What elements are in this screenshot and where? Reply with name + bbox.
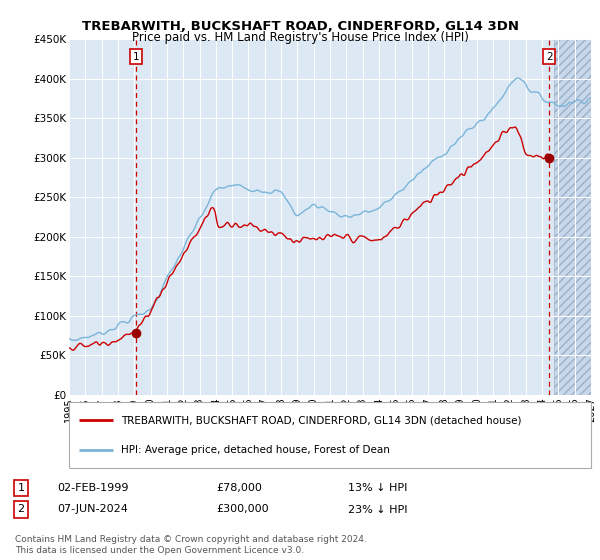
Text: 07-JUN-2024: 07-JUN-2024 (57, 505, 128, 515)
Text: £78,000: £78,000 (216, 483, 262, 493)
Text: £300,000: £300,000 (216, 505, 269, 515)
Text: TREBARWITH, BUCKSHAFT ROAD, CINDERFORD, GL14 3DN: TREBARWITH, BUCKSHAFT ROAD, CINDERFORD, … (82, 20, 518, 32)
Text: Price paid vs. HM Land Registry's House Price Index (HPI): Price paid vs. HM Land Registry's House … (131, 31, 469, 44)
FancyBboxPatch shape (69, 402, 591, 468)
Text: HPI: Average price, detached house, Forest of Dean: HPI: Average price, detached house, Fore… (121, 445, 390, 455)
Text: 2: 2 (546, 52, 553, 62)
Bar (554, 39, 591, 395)
Text: Contains HM Land Registry data © Crown copyright and database right 2024.
This d: Contains HM Land Registry data © Crown c… (15, 535, 367, 554)
Text: 13% ↓ HPI: 13% ↓ HPI (348, 483, 407, 493)
Text: 1: 1 (133, 52, 139, 62)
Text: 02-FEB-1999: 02-FEB-1999 (57, 483, 128, 493)
Text: 23% ↓ HPI: 23% ↓ HPI (348, 505, 407, 515)
Text: TREBARWITH, BUCKSHAFT ROAD, CINDERFORD, GL14 3DN (detached house): TREBARWITH, BUCKSHAFT ROAD, CINDERFORD, … (121, 415, 522, 425)
Text: 2: 2 (17, 505, 25, 515)
Text: 1: 1 (17, 483, 25, 493)
